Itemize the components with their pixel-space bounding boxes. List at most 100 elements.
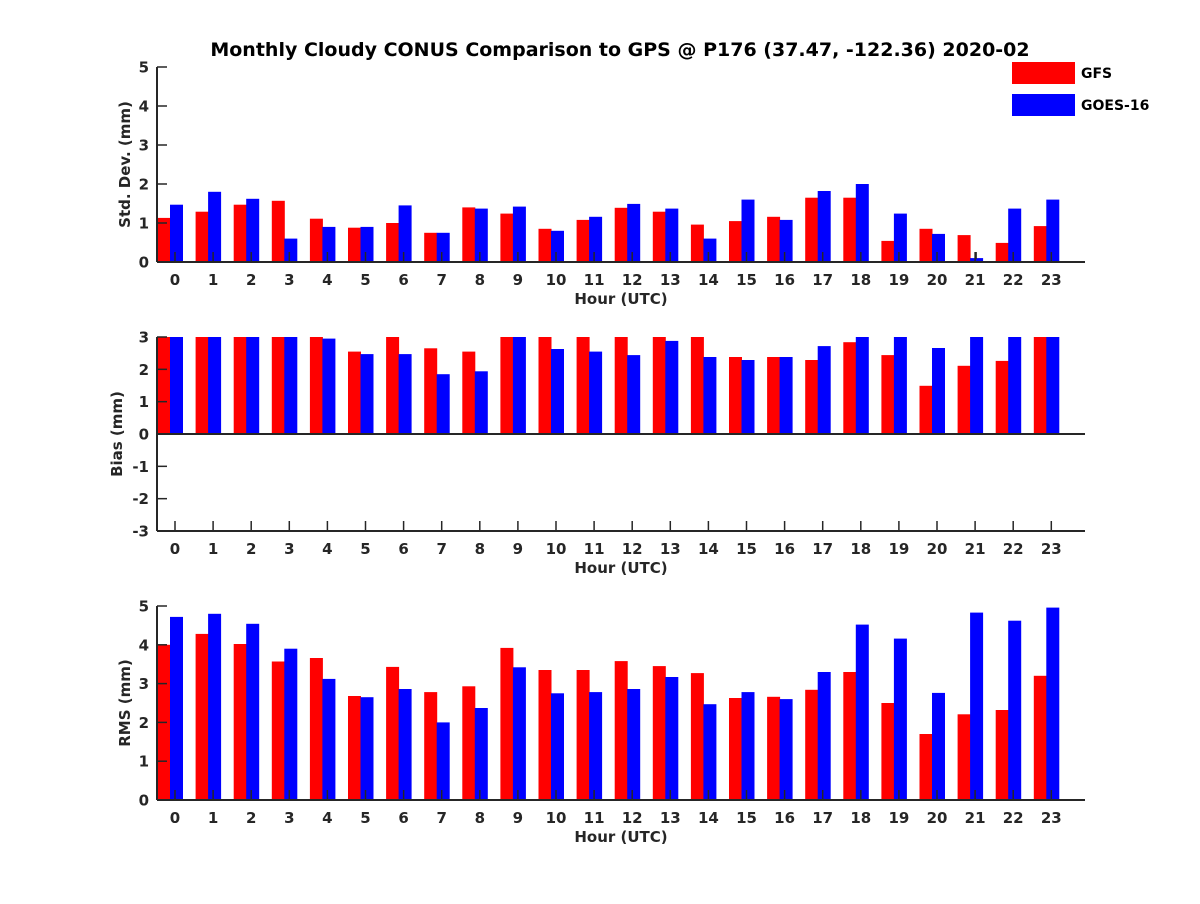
bar-bias-gfs-20 bbox=[919, 385, 933, 434]
bar-std-dev-goes-16-0 bbox=[170, 204, 183, 262]
legend-swatch-goes-16 bbox=[1012, 94, 1075, 116]
bar-rms-gfs-20 bbox=[919, 734, 933, 800]
bar-std-dev-gfs-18 bbox=[843, 197, 857, 262]
bar-rms-goes-16-7 bbox=[436, 722, 450, 800]
bar-std-dev-goes-16-16 bbox=[779, 219, 793, 262]
bar-rms-gfs-12 bbox=[614, 661, 628, 800]
xtick-label-bias: 10 bbox=[546, 540, 567, 558]
bar-rms-gfs-13 bbox=[652, 666, 666, 800]
bar-std-dev-gfs-4 bbox=[309, 218, 323, 262]
bar-rms-goes-16-10 bbox=[551, 693, 564, 800]
bar-std-dev-goes-16-7 bbox=[436, 232, 450, 263]
ytick-label-rms: 5 bbox=[139, 598, 149, 616]
bar-std-dev-gfs-19 bbox=[881, 240, 895, 262]
bar-bias-goes-16-4 bbox=[322, 338, 336, 434]
xtick-label-rms: 19 bbox=[888, 809, 909, 827]
bar-rms-goes-16-6 bbox=[398, 689, 412, 800]
xtick-label-rms: 6 bbox=[398, 809, 408, 827]
bar-std-dev-gfs-10 bbox=[538, 228, 552, 262]
bar-rms-gfs-3 bbox=[271, 661, 285, 800]
bar-rms-goes-16-11 bbox=[589, 692, 603, 800]
ytick-label-bias: 0 bbox=[139, 426, 149, 444]
xtick-label-bias: 8 bbox=[475, 540, 485, 558]
bar-rms-goes-16-12 bbox=[627, 689, 641, 800]
bar-bias-goes-16-20 bbox=[932, 348, 945, 434]
xtick-label-rms: 4 bbox=[322, 809, 332, 827]
ylabel-bias: Bias (mm) bbox=[108, 391, 126, 477]
bar-bias-gfs-5 bbox=[348, 351, 361, 434]
bar-rms-gfs-17 bbox=[805, 689, 819, 800]
xtick-label-std-dev: 19 bbox=[888, 271, 909, 289]
xtick-label-bias: 4 bbox=[322, 540, 332, 558]
xtick-label-rms: 23 bbox=[1041, 809, 1062, 827]
bar-std-dev-gfs-7 bbox=[424, 232, 438, 263]
xtick-label-std-dev: 16 bbox=[774, 271, 795, 289]
bar-bias-gfs-6 bbox=[386, 337, 400, 434]
legend-swatch-gfs bbox=[1012, 62, 1075, 84]
bar-rms-gfs-8 bbox=[462, 686, 476, 800]
xtick-label-bias: 23 bbox=[1041, 540, 1062, 558]
bar-bias-goes-16-6 bbox=[398, 354, 412, 434]
xtick-label-rms: 10 bbox=[546, 809, 567, 827]
bar-bias-gfs-12 bbox=[614, 337, 628, 434]
bar-bias-goes-16-15 bbox=[741, 360, 755, 434]
xtick-label-bias: 3 bbox=[284, 540, 294, 558]
bar-bias-goes-16-1 bbox=[208, 337, 222, 434]
bar-std-dev-goes-16-10 bbox=[551, 230, 564, 262]
ylabel-std-dev: Std. Dev. (mm) bbox=[116, 101, 134, 228]
xtick-label-std-dev: 1 bbox=[208, 271, 218, 289]
ytick-label-rms: 3 bbox=[139, 675, 149, 693]
xtick-label-std-dev: 12 bbox=[622, 271, 643, 289]
xtick-label-std-dev: 17 bbox=[812, 271, 833, 289]
bar-std-dev-goes-16-19 bbox=[893, 213, 907, 262]
ylabel-rms: RMS (mm) bbox=[116, 659, 134, 746]
xtick-label-rms: 9 bbox=[513, 809, 523, 827]
bar-rms-goes-16-9 bbox=[512, 667, 526, 800]
bar-std-dev-goes-16-9 bbox=[512, 206, 526, 262]
bar-bias-gfs-16 bbox=[767, 357, 781, 434]
xtick-label-std-dev: 3 bbox=[284, 271, 294, 289]
xtick-label-rms: 16 bbox=[774, 809, 795, 827]
bar-std-dev-goes-16-8 bbox=[474, 208, 488, 262]
bar-rms-goes-16-8 bbox=[474, 708, 488, 800]
ytick-label-bias: -2 bbox=[132, 490, 149, 508]
bar-bias-goes-16-8 bbox=[474, 371, 488, 434]
bar-std-dev-gfs-1 bbox=[195, 211, 209, 262]
bar-bias-gfs-18 bbox=[843, 342, 857, 434]
bar-std-dev-goes-16-6 bbox=[398, 205, 412, 262]
xlabel-rms: Hour (UTC) bbox=[574, 828, 667, 846]
xtick-label-std-dev: 11 bbox=[584, 271, 605, 289]
xtick-label-rms: 7 bbox=[436, 809, 446, 827]
bar-bias-gfs-15 bbox=[729, 357, 742, 434]
bar-std-dev-gfs-6 bbox=[386, 223, 400, 262]
xtick-label-rms: 13 bbox=[660, 809, 681, 827]
xtick-label-std-dev: 15 bbox=[736, 271, 757, 289]
chart-title: Monthly Cloudy CONUS Comparison to GPS @… bbox=[210, 39, 1029, 61]
bar-rms-gfs-18 bbox=[843, 672, 857, 800]
ytick-label-std-dev: 5 bbox=[139, 59, 149, 77]
bar-rms-gfs-16 bbox=[767, 696, 781, 800]
bar-bias-gfs-1 bbox=[195, 337, 209, 434]
bar-bias-goes-16-9 bbox=[512, 337, 526, 434]
bar-rms-goes-16-4 bbox=[322, 678, 336, 800]
xtick-label-rms: 0 bbox=[170, 809, 180, 827]
xlabel-bias: Hour (UTC) bbox=[574, 559, 667, 577]
bar-bias-goes-16-2 bbox=[246, 337, 260, 434]
bar-std-dev-goes-16-20 bbox=[932, 233, 945, 262]
bar-bias-goes-16-22 bbox=[1008, 337, 1022, 434]
bar-rms-goes-16-16 bbox=[779, 699, 793, 800]
xtick-label-std-dev: 18 bbox=[850, 271, 871, 289]
bar-bias-goes-16-0 bbox=[170, 337, 183, 434]
ytick-label-bias: -3 bbox=[132, 523, 149, 541]
bar-rms-gfs-5 bbox=[348, 696, 361, 800]
xtick-label-bias: 5 bbox=[360, 540, 370, 558]
bar-rms-goes-16-21 bbox=[970, 612, 984, 800]
bar-rms-gfs-15 bbox=[729, 698, 742, 800]
xtick-label-std-dev: 4 bbox=[322, 271, 332, 289]
bar-std-dev-goes-16-11 bbox=[589, 216, 603, 262]
bar-std-dev-gfs-14 bbox=[690, 224, 704, 262]
bar-std-dev-goes-16-13 bbox=[665, 208, 679, 262]
xtick-label-bias: 20 bbox=[927, 540, 948, 558]
